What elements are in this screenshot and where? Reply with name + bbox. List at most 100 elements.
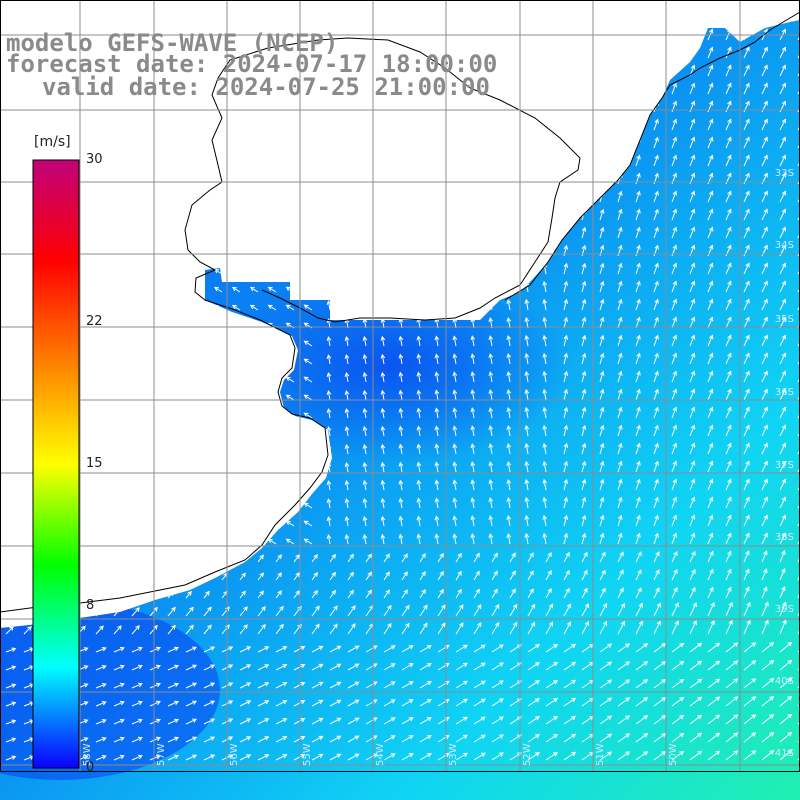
wind-arrow xyxy=(779,677,793,689)
wind-arrow xyxy=(581,316,587,329)
wind-arrow xyxy=(743,190,750,203)
wind-arrow xyxy=(124,539,133,545)
wind-arrow xyxy=(124,269,133,275)
wind-arrow xyxy=(106,233,115,239)
wind-arrow xyxy=(761,316,768,329)
wind-arrow xyxy=(383,681,396,689)
wind-arrow xyxy=(213,142,223,149)
wind-arrow xyxy=(231,394,241,401)
wind-arrow xyxy=(285,160,295,167)
wind-arrow xyxy=(617,679,631,689)
wind-arrow xyxy=(326,354,332,365)
wind-arrow xyxy=(743,601,751,617)
wind-arrow xyxy=(52,125,61,131)
wind-arrow xyxy=(124,143,133,149)
wind-arrow xyxy=(203,754,216,761)
wind-arrow xyxy=(617,46,623,59)
wind-arrow xyxy=(124,359,133,365)
wind-arrow xyxy=(563,262,569,275)
wind-arrow xyxy=(635,751,649,761)
wind-arrow xyxy=(249,466,259,473)
wind-arrow xyxy=(671,82,677,95)
wind-arrow xyxy=(326,192,332,203)
wind-arrow xyxy=(545,752,559,761)
wind-arrow xyxy=(106,503,115,509)
wind-arrow xyxy=(88,215,97,221)
wind-arrow xyxy=(635,190,641,203)
wind-arrow xyxy=(743,388,750,401)
wind-arrow xyxy=(761,732,775,743)
wind-arrow xyxy=(599,569,606,581)
wind-arrow xyxy=(196,215,205,221)
wind-arrow xyxy=(303,538,313,545)
wind-arrow xyxy=(707,550,714,563)
wind-arrow xyxy=(452,299,458,311)
wind-arrow xyxy=(617,514,623,527)
wind-arrow xyxy=(213,502,223,509)
wind-arrow xyxy=(452,173,458,185)
wind-arrow xyxy=(542,478,548,491)
wind-arrow xyxy=(178,161,187,167)
wind-arrow xyxy=(142,395,151,401)
wind-arrow xyxy=(689,406,696,419)
wind-arrow xyxy=(470,299,476,311)
wind-arrow xyxy=(725,388,732,401)
wind-arrow xyxy=(380,281,386,293)
wind-arrow xyxy=(653,496,659,509)
wind-arrow xyxy=(326,102,332,113)
wind-arrow xyxy=(178,215,187,221)
wind-arrow xyxy=(581,46,587,59)
wind-arrow xyxy=(671,586,678,599)
wind-arrow xyxy=(581,262,587,275)
wind-arrow xyxy=(542,496,548,509)
wind-arrow xyxy=(380,533,386,545)
wind-arrow xyxy=(452,245,458,257)
wind-arrow xyxy=(635,370,641,383)
wind-arrow xyxy=(293,700,306,707)
wind-arrow xyxy=(275,736,288,743)
wind-arrow xyxy=(185,754,198,761)
wind-arrow xyxy=(743,82,750,95)
wind-arrow xyxy=(17,161,25,167)
wind-arrow xyxy=(743,118,750,131)
wind-arrow xyxy=(725,732,739,743)
wind-arrow xyxy=(506,154,512,167)
wind-arrow xyxy=(275,664,288,671)
wind-arrow xyxy=(617,262,623,275)
wind-arrow xyxy=(239,646,252,653)
wind-arrow xyxy=(434,191,440,203)
wind-arrow xyxy=(95,625,104,635)
wind-arrow xyxy=(149,700,161,707)
wind-arrow xyxy=(293,718,306,725)
wind-arrow xyxy=(599,424,605,437)
wind-arrow xyxy=(167,606,176,617)
wind-arrow xyxy=(344,371,350,383)
wind-arrow xyxy=(434,425,440,437)
wind-arrow xyxy=(707,208,714,221)
wind-arrow xyxy=(563,697,577,707)
wind-arrow xyxy=(455,680,468,689)
wind-arrow xyxy=(617,154,623,167)
wind-arrow xyxy=(434,371,440,383)
wind-arrow xyxy=(725,642,739,653)
wind-arrow xyxy=(213,376,223,383)
wind-arrow xyxy=(797,442,800,455)
wind-arrow xyxy=(527,698,540,707)
wind-arrow xyxy=(635,352,641,365)
wind-arrow xyxy=(707,586,714,599)
wind-arrow xyxy=(380,173,386,185)
wind-arrow xyxy=(581,334,587,347)
wind-arrow xyxy=(167,555,174,563)
wind-arrow xyxy=(231,160,241,167)
wind-arrow xyxy=(344,173,350,185)
wind-arrow xyxy=(231,340,241,347)
wind-arrow xyxy=(416,227,422,239)
wind-arrow xyxy=(707,460,714,473)
wind-arrow xyxy=(239,624,248,635)
wind-arrow xyxy=(491,644,504,653)
wind-arrow xyxy=(401,604,410,617)
wind-arrow xyxy=(203,554,210,563)
wind-arrow xyxy=(491,752,504,761)
wind-arrow xyxy=(185,624,194,635)
